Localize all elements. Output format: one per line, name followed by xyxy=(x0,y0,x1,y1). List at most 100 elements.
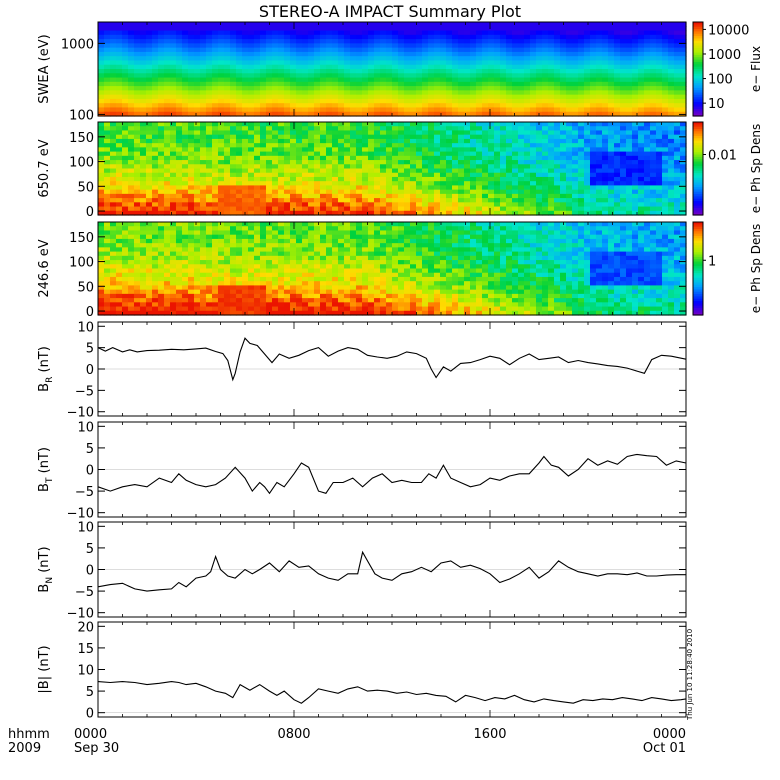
heatmap-cell xyxy=(440,90,447,96)
heatmap-cell xyxy=(416,198,423,203)
heatmap-cell xyxy=(296,185,303,191)
heatmap-cell xyxy=(314,185,321,191)
heatmap-cell xyxy=(572,151,579,157)
heatmap-cell xyxy=(584,111,591,117)
heatmap-cell xyxy=(158,260,165,265)
heatmap-cell xyxy=(194,39,201,44)
heatmap-cell xyxy=(422,210,429,216)
heatmap-cell xyxy=(500,138,507,144)
heatmap-cell xyxy=(110,185,117,191)
heatmap-cell xyxy=(212,47,219,53)
heatmap-cell xyxy=(656,172,663,178)
heatmap-cell xyxy=(374,73,381,79)
heatmap-cell xyxy=(398,64,405,70)
heatmap-cell xyxy=(512,77,519,83)
heatmap-cell xyxy=(428,138,435,144)
heatmap-cell xyxy=(602,111,609,117)
heatmap-cell xyxy=(362,210,369,216)
heatmap-cell xyxy=(470,64,477,70)
heatmap-cell xyxy=(170,94,177,100)
heatmap-cell xyxy=(140,222,147,227)
heatmap-cell xyxy=(140,47,147,53)
heatmap-cell xyxy=(494,143,501,148)
heatmap-cell xyxy=(602,39,609,44)
heatmap-cell xyxy=(482,210,489,216)
heatmap-cell xyxy=(212,34,219,40)
heatmap-cell xyxy=(356,69,363,74)
heatmap-cell xyxy=(338,64,345,70)
heatmap-cell xyxy=(134,272,141,278)
heatmap-cell xyxy=(608,107,615,113)
heatmap-cell xyxy=(668,138,675,144)
heatmap-cell xyxy=(422,202,429,208)
heatmap-cell xyxy=(572,172,579,178)
heatmap-cell xyxy=(128,51,135,57)
heatmap-cell xyxy=(416,69,423,74)
heatmap-cell xyxy=(176,138,183,144)
heatmap-cell xyxy=(296,168,303,174)
heatmap-cell xyxy=(512,181,519,187)
heatmap-cell xyxy=(140,181,147,187)
heatmap-cell xyxy=(416,64,423,70)
heatmap-cell xyxy=(566,185,573,191)
heatmap-cell xyxy=(182,193,189,199)
heatmap-cell xyxy=(206,86,213,91)
heatmap-cell xyxy=(470,47,477,53)
heatmap-cell xyxy=(470,34,477,40)
heatmap-cell xyxy=(638,198,645,203)
heatmap-cell xyxy=(308,202,315,208)
heatmap-cell xyxy=(152,193,159,199)
heatmap-cell xyxy=(176,238,183,244)
heatmap-cell xyxy=(680,103,687,109)
heatmap-cell xyxy=(590,90,597,96)
heatmap-cell xyxy=(296,130,303,136)
heatmap-cell xyxy=(302,30,309,36)
heatmap-cell xyxy=(236,34,243,40)
heatmap-cell xyxy=(368,107,375,113)
heatmap-cell xyxy=(506,151,513,157)
heatmap-cell xyxy=(590,111,597,117)
heatmap-cell xyxy=(332,181,339,187)
heatmap-cell xyxy=(110,130,117,136)
colorbar-segment xyxy=(693,78,703,82)
heatmap-cell xyxy=(140,126,147,132)
heatmap-cell xyxy=(98,168,105,174)
heatmap-cell xyxy=(128,293,135,299)
heatmap-cell xyxy=(398,81,405,87)
heatmap-cell xyxy=(536,151,543,157)
heatmap-cell xyxy=(596,151,603,157)
heatmap-cell xyxy=(332,81,339,87)
heatmap-cell xyxy=(650,202,657,208)
heatmap-cell xyxy=(368,126,375,132)
heatmap-cell xyxy=(644,60,651,66)
heatmap-cell xyxy=(350,126,357,132)
heatmap-cell xyxy=(680,30,687,36)
heatmap-cell xyxy=(494,47,501,53)
heatmap-cell xyxy=(476,189,483,195)
heatmap-cell xyxy=(266,47,273,53)
heatmap-cell xyxy=(404,107,411,113)
heatmap-cell xyxy=(362,69,369,74)
heatmap-cell xyxy=(278,94,285,100)
heatmap-cell xyxy=(104,243,111,248)
heatmap-cell xyxy=(614,210,621,216)
heatmap-cell xyxy=(398,147,405,153)
heatmap-cell xyxy=(566,64,573,70)
heatmap-cell xyxy=(218,181,225,187)
heatmap-cell xyxy=(416,122,423,127)
colorbar-segment xyxy=(693,187,703,191)
heatmap-cell xyxy=(98,138,105,144)
heatmap-cell xyxy=(320,202,327,208)
heatmap-cell xyxy=(482,39,489,44)
heatmap-cell xyxy=(374,103,381,109)
heatmap-cell xyxy=(254,202,261,208)
heatmap-cell xyxy=(488,193,495,199)
heatmap-cell xyxy=(128,168,135,174)
heatmap-cell xyxy=(122,60,129,66)
heatmap-cell xyxy=(110,226,117,232)
heatmap-cell xyxy=(158,64,165,70)
heatmap-cell xyxy=(578,111,585,117)
heatmap-cell xyxy=(98,73,105,79)
heatmap-cell xyxy=(140,289,147,295)
heatmap-cell xyxy=(98,255,105,261)
